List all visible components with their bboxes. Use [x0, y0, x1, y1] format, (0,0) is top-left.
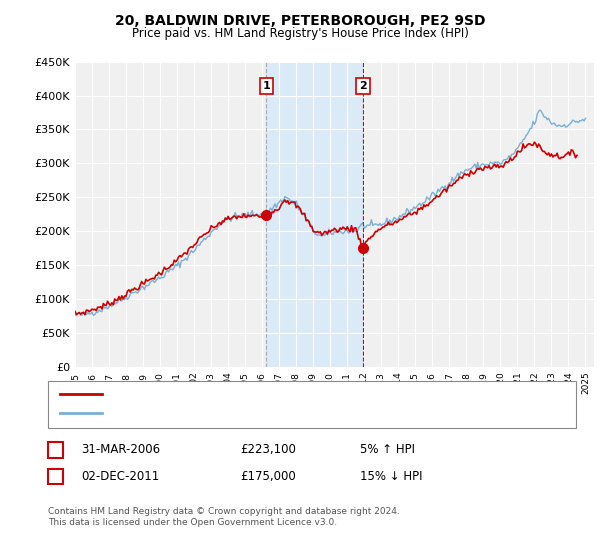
Text: 20, BALDWIN DRIVE, PETERBOROUGH, PE2 9SD: 20, BALDWIN DRIVE, PETERBOROUGH, PE2 9SD: [115, 14, 485, 28]
Bar: [266, 62, 363, 367]
Text: 1: 1: [263, 81, 271, 91]
Text: Price paid vs. HM Land Registry's House Price Index (HPI): Price paid vs. HM Land Registry's House …: [131, 27, 469, 40]
Text: Contains HM Land Registry data © Crown copyright and database right 2024.
This d: Contains HM Land Registry data © Crown c…: [48, 507, 400, 527]
Text: 5% ↑ HPI: 5% ↑ HPI: [360, 443, 415, 456]
Text: £175,000: £175,000: [240, 470, 296, 483]
Text: £223,100: £223,100: [240, 443, 296, 456]
Text: 2: 2: [52, 472, 59, 482]
Text: 2: 2: [359, 81, 367, 91]
Text: 02-DEC-2011: 02-DEC-2011: [81, 470, 159, 483]
Text: 31-MAR-2006: 31-MAR-2006: [81, 443, 160, 456]
Text: 15% ↓ HPI: 15% ↓ HPI: [360, 470, 422, 483]
Text: 20, BALDWIN DRIVE, PETERBOROUGH, PE2 9SD (detached house): 20, BALDWIN DRIVE, PETERBOROUGH, PE2 9SD…: [108, 389, 451, 399]
Text: 1: 1: [52, 445, 59, 455]
Text: HPI: Average price, detached house, City of Peterborough: HPI: Average price, detached house, City…: [108, 408, 409, 418]
